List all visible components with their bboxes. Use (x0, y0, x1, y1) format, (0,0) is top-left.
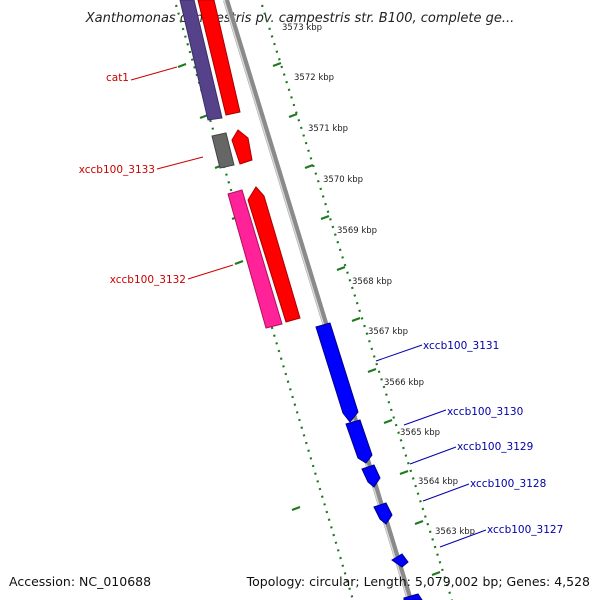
genome-backbone (223, 0, 413, 600)
tick-label: 3571 kbp (308, 124, 348, 134)
tick-label: 3566 kbp (384, 378, 424, 388)
forward-cds-feature (231, 129, 253, 165)
gene-label-xccb100_3133[interactable]: xccb100_3133 (79, 164, 155, 176)
gene-xccb100_3127-feature (391, 553, 409, 568)
gene-label-xccb100_3127[interactable]: xccb100_3127 (487, 524, 563, 536)
reverse-cds-feature (403, 593, 423, 600)
forward-cds-feature (247, 186, 301, 323)
accession-text: Accession: NC_010688 (9, 574, 151, 589)
gene-label-xccb100_3130[interactable]: xccb100_3130 (447, 406, 523, 418)
tick-label: 3572 kbp (294, 73, 334, 83)
genome-summary-text: Topology: circular; Length: 5,079,002 bp… (246, 574, 590, 589)
tick-label: 3564 kbp (418, 477, 458, 487)
gene-features (179, 0, 423, 600)
gene-label-xccb100_3131[interactable]: xccb100_3131 (423, 340, 499, 352)
forward-cds-feature (197, 0, 241, 116)
gene-xccb100_3131-feature (315, 322, 359, 423)
gene-label-xccb100_3132[interactable]: xccb100_3132 (110, 274, 186, 286)
gene-xccb100_3130-feature (345, 419, 373, 464)
gene-label-cat1[interactable]: cat1 (106, 72, 129, 84)
genome-backbone-highlight (223, 0, 409, 600)
gene-label-xccb100_3129[interactable]: xccb100_3129 (457, 441, 533, 453)
gene-label-xccb100_3128[interactable]: xccb100_3128 (470, 478, 546, 490)
major-tick-marks (177, 61, 441, 577)
tick-label: 3570 kbp (323, 175, 363, 185)
tick-label: 3563 kbp (435, 527, 475, 537)
gene-xccb100_3128-feature (373, 502, 393, 525)
gene-cat1-feature (179, 0, 223, 121)
tick-label: 3573 kbp (282, 23, 322, 33)
left-gene-labels: cat1 xccb100_3133 xccb100_3132 (79, 66, 234, 286)
tick-label: 3568 kbp (352, 277, 392, 287)
gene-xccb100_3129-feature (361, 464, 381, 488)
right-gene-labels: xccb100_3131 xccb100_3130 xccb100_3129 x… (375, 340, 563, 548)
tick-label: 3567 kbp (368, 327, 408, 337)
gene-xccb100_3133-feature (211, 132, 235, 169)
gene-xccb100_3132-feature (227, 189, 283, 329)
tick-label: 3569 kbp (337, 226, 377, 236)
tick-label: 3565 kbp (400, 428, 440, 438)
outer-tick-ruler (260, 4, 454, 600)
tick-labels: 3573 kbp 3572 kbp 3571 kbp 3570 kbp 3569… (282, 23, 475, 537)
